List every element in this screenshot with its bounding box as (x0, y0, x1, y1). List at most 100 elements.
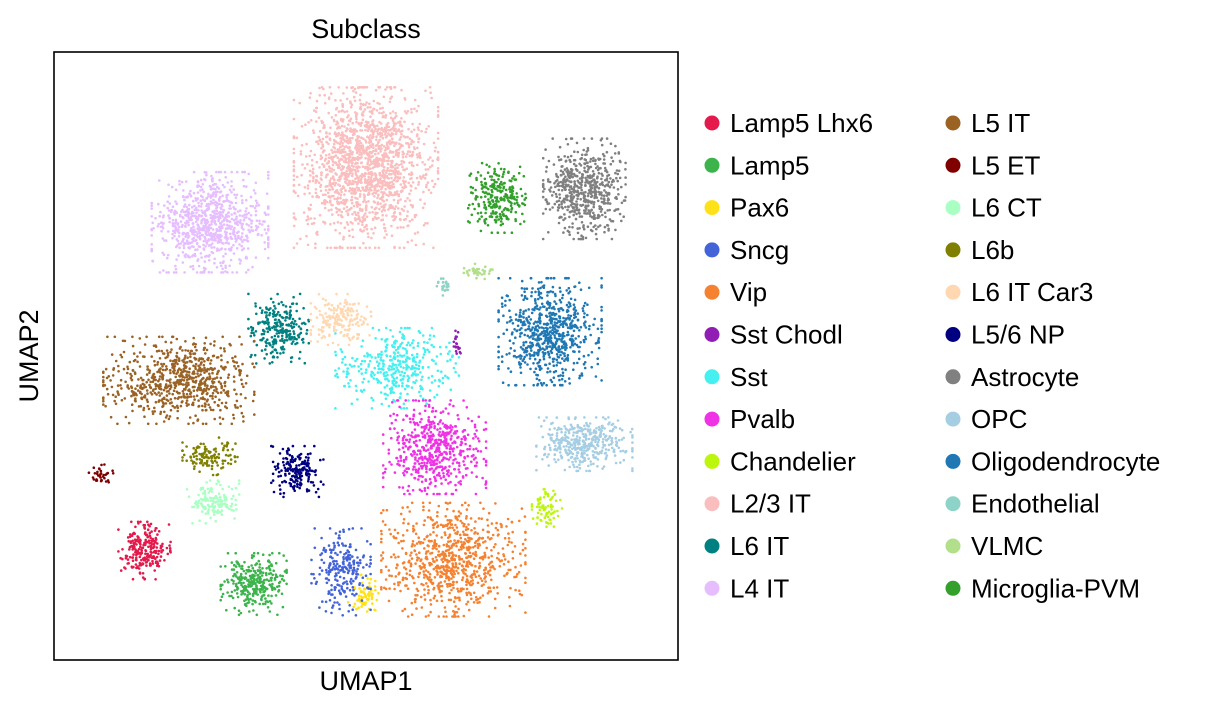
point (454, 541, 458, 545)
point (364, 185, 368, 189)
point (477, 415, 481, 419)
point (374, 337, 377, 340)
point (142, 523, 145, 527)
series-pvalb (381, 399, 488, 496)
point (259, 572, 262, 575)
point (473, 569, 476, 573)
point (394, 575, 398, 578)
point (352, 579, 355, 583)
point (467, 504, 470, 507)
point (413, 462, 417, 465)
point (410, 431, 414, 434)
point (168, 220, 171, 224)
point (276, 356, 279, 359)
point (347, 175, 350, 178)
point (331, 560, 335, 563)
point (423, 461, 426, 465)
point (343, 134, 347, 137)
point (351, 121, 355, 125)
point (331, 156, 335, 159)
point (315, 106, 319, 110)
point (530, 508, 534, 511)
point (329, 184, 332, 188)
point (423, 176, 427, 180)
point (359, 561, 362, 565)
point (321, 137, 325, 141)
point (459, 519, 463, 523)
point (324, 176, 328, 179)
point (361, 144, 365, 147)
point (237, 609, 241, 612)
point (148, 531, 152, 535)
point (440, 370, 443, 374)
point (254, 256, 258, 259)
point (408, 492, 411, 496)
point (292, 325, 296, 329)
point (230, 184, 233, 188)
point (359, 141, 363, 145)
point (552, 489, 555, 493)
point (422, 505, 425, 509)
point (281, 337, 284, 341)
point (474, 544, 477, 548)
point (265, 567, 268, 570)
point (292, 147, 296, 151)
point (327, 96, 331, 99)
point (423, 350, 427, 354)
point (433, 560, 436, 563)
point (468, 447, 472, 451)
point (370, 396, 373, 400)
point (436, 524, 440, 527)
point (429, 516, 432, 519)
point (442, 474, 446, 478)
point (250, 329, 254, 332)
point (422, 224, 426, 227)
point (445, 427, 449, 430)
point (387, 569, 391, 572)
point (322, 220, 325, 224)
point (429, 431, 433, 434)
point (239, 577, 243, 581)
point (370, 136, 374, 140)
point (328, 599, 332, 602)
point (417, 474, 421, 478)
point (381, 359, 385, 363)
point (404, 358, 408, 361)
point (400, 370, 404, 374)
point (393, 246, 396, 250)
point (418, 551, 421, 554)
point (487, 563, 491, 566)
point (432, 246, 435, 250)
point (325, 131, 328, 135)
point (542, 488, 545, 491)
point (441, 410, 445, 413)
point (447, 458, 451, 461)
point (407, 522, 410, 525)
point (402, 561, 406, 564)
point (261, 594, 265, 597)
point (550, 508, 553, 511)
point (422, 242, 426, 246)
point (405, 467, 408, 471)
point (363, 189, 366, 192)
point (444, 439, 448, 443)
point (352, 559, 356, 562)
point (151, 537, 155, 541)
point (424, 569, 428, 572)
point (393, 144, 396, 147)
point (401, 534, 405, 537)
series-lamp5-lhx6 (117, 520, 172, 581)
point (366, 593, 370, 596)
point (486, 524, 490, 527)
point (311, 179, 315, 183)
point (333, 586, 337, 589)
point (337, 571, 340, 574)
point (290, 335, 294, 339)
point (339, 592, 342, 596)
point (192, 170, 196, 174)
point (417, 557, 421, 560)
point (343, 138, 346, 142)
point (423, 598, 427, 601)
point (366, 232, 370, 235)
